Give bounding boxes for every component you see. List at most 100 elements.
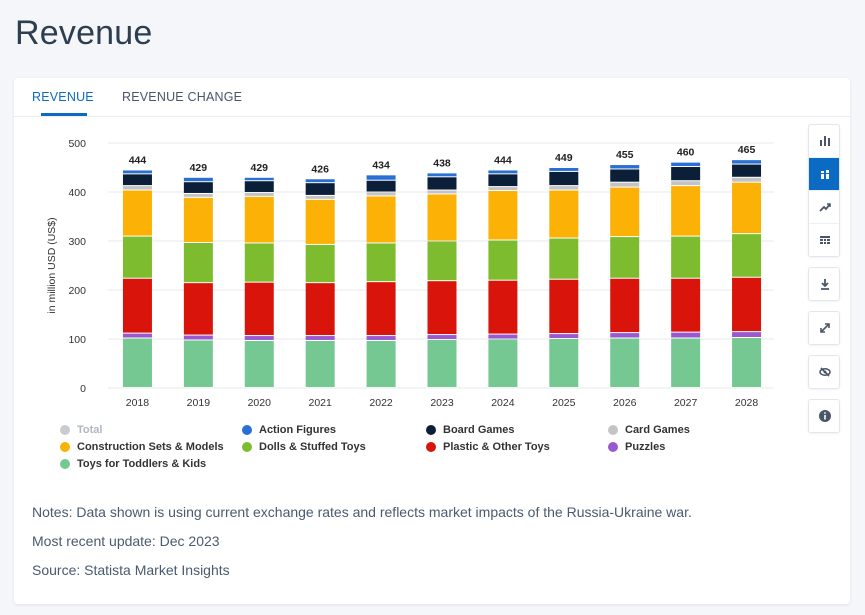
stacked-bar-button[interactable]	[809, 158, 839, 191]
bar-segment	[610, 338, 640, 387]
legend-label: Action Figures	[259, 424, 337, 436]
bar-segment	[488, 170, 518, 174]
bar-segment	[183, 335, 213, 340]
legend-label: Construction Sets & Models	[77, 441, 224, 453]
x-tick-label: 2025	[552, 397, 576, 409]
bar-segment	[549, 190, 579, 238]
y-axis-label: in million USD (US$)	[46, 217, 58, 313]
trend-line-icon	[819, 203, 831, 212]
bar-segment	[122, 278, 152, 333]
bar-segment	[610, 187, 640, 237]
download-group	[808, 267, 840, 301]
legend-swatch	[60, 425, 70, 435]
bar-segment	[671, 338, 701, 387]
bar-chart-button[interactable]	[809, 125, 839, 158]
table-grid-icon	[820, 236, 830, 244]
bar-segment	[122, 170, 152, 174]
bar-segment	[366, 175, 396, 180]
bar-segment	[671, 278, 701, 332]
bar-segment	[244, 192, 274, 196]
bar-segment	[305, 244, 335, 283]
info-button[interactable]	[809, 400, 839, 432]
bar-segment	[366, 340, 396, 387]
bar-segment	[671, 236, 701, 278]
bar-segment	[732, 160, 762, 164]
bar-segment	[488, 334, 518, 339]
total-data-label: 455	[616, 149, 634, 161]
bar-segment	[488, 240, 518, 280]
info-group	[808, 399, 840, 433]
legend-item[interactable]: Card Games	[608, 424, 690, 436]
bar-segment	[732, 182, 762, 234]
legend-swatch	[608, 442, 618, 452]
total-data-label: 444	[129, 154, 147, 166]
total-data-label: 429	[251, 162, 269, 174]
legend-item[interactable]: Puzzles	[608, 441, 665, 453]
chart-card: REVENUE REVENUE CHANGE 0 100 200 300 400 500 i…	[14, 78, 850, 604]
bar-segment	[366, 196, 396, 243]
legend-item[interactable]: Dolls & Stuffed Toys	[242, 441, 366, 453]
bar-segment	[183, 177, 213, 182]
legend-item[interactable]: Toys for Toddlers & Kids	[60, 458, 206, 470]
stacked-bar-icon	[821, 170, 829, 179]
total-data-label: 434	[372, 159, 390, 171]
trend-line-button[interactable]	[809, 191, 839, 224]
legend-label: Puzzles	[625, 441, 666, 453]
bar-segment	[671, 332, 701, 338]
source-text: Source: Statista Market Insights	[32, 562, 230, 578]
legend-label: Dolls & Stuffed Toys	[259, 441, 366, 453]
bar-segment	[183, 193, 213, 197]
tab-revenue-change[interactable]: REVENUE CHANGE	[122, 90, 243, 104]
bar-segment	[427, 281, 457, 335]
y-tick-label: 100	[68, 334, 86, 346]
tab-revenue[interactable]: REVENUE	[32, 90, 94, 104]
active-tab-indicator	[41, 113, 87, 116]
bar-segment	[549, 238, 579, 279]
legend-item[interactable]: Construction Sets & Models	[60, 441, 224, 453]
legend-swatch	[242, 442, 252, 452]
hide-button[interactable]	[809, 356, 839, 388]
legend-item[interactable]: Board Games	[426, 424, 515, 436]
download-button[interactable]	[809, 268, 839, 300]
bar-segment	[610, 182, 640, 187]
bar-segment	[305, 183, 335, 195]
x-tick-label: 2020	[248, 397, 272, 409]
x-tick-label: 2023	[430, 397, 454, 409]
bar-segment	[671, 181, 701, 186]
bar-segment	[244, 282, 274, 336]
legend-item[interactable]: Action Figures	[242, 424, 336, 436]
bar-segment	[488, 280, 518, 334]
legend-label: Board Games	[443, 424, 515, 436]
bar-segment	[305, 199, 335, 244]
bar-segment	[488, 339, 518, 387]
expand-button[interactable]	[809, 312, 839, 344]
bar-segment	[183, 283, 213, 335]
bar-segment	[305, 195, 335, 199]
bar-segment	[366, 192, 396, 196]
bar-segment	[366, 243, 396, 282]
legend-item[interactable]: Total	[60, 424, 102, 436]
bar-segment	[549, 186, 579, 190]
bar-segment	[244, 196, 274, 243]
chart-toolbar	[808, 124, 840, 443]
bar-segment	[366, 180, 396, 192]
bar-segment	[549, 279, 579, 334]
tab-bar: REVENUE REVENUE CHANGE	[14, 78, 850, 117]
bar-segment	[671, 162, 701, 167]
bar-segment	[427, 194, 457, 241]
y-tick-label: 500	[68, 138, 86, 150]
bar-segment	[183, 182, 213, 193]
legend-item[interactable]: Plastic & Other Toys	[426, 441, 550, 453]
total-data-label: 460	[677, 147, 695, 159]
legend-label: Plastic & Other Toys	[443, 441, 550, 453]
y-tick-label: 400	[68, 187, 86, 199]
total-data-label: 426	[311, 163, 329, 175]
legend-swatch	[426, 442, 436, 452]
bar-segment	[732, 277, 762, 332]
notes-text: Notes: Data shown is using current excha…	[32, 504, 692, 520]
bar-segment	[732, 332, 762, 338]
bar-segment	[549, 334, 579, 338]
bar-segment	[732, 338, 762, 387]
table-view-button[interactable]	[809, 224, 839, 256]
x-tick-label: 2027	[674, 397, 698, 409]
